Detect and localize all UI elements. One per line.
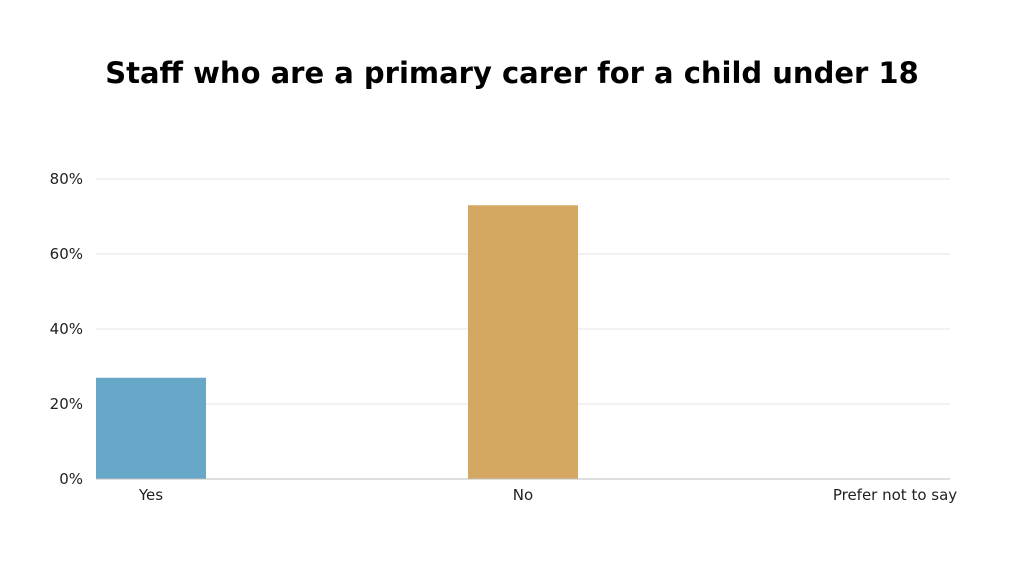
y-tick-label: 40%: [50, 320, 83, 338]
bar-yes: [96, 377, 206, 479]
x-tick-label: Prefer not to say: [833, 486, 957, 504]
tick-labels: 0% 20% 40% 60% 80% Yes No Prefer not to say: [50, 170, 958, 504]
y-tick-label: 60%: [50, 245, 83, 263]
y-tick-label: 20%: [50, 395, 83, 413]
y-tick-label: 0%: [59, 470, 83, 488]
x-tick-label: No: [513, 486, 533, 504]
bars: [96, 205, 578, 479]
y-tick-label: 80%: [50, 170, 83, 188]
chart-title: Staff who are a primary carer for a chil…: [105, 56, 919, 90]
x-tick-label: Yes: [138, 486, 163, 504]
bar-no: [468, 205, 578, 479]
